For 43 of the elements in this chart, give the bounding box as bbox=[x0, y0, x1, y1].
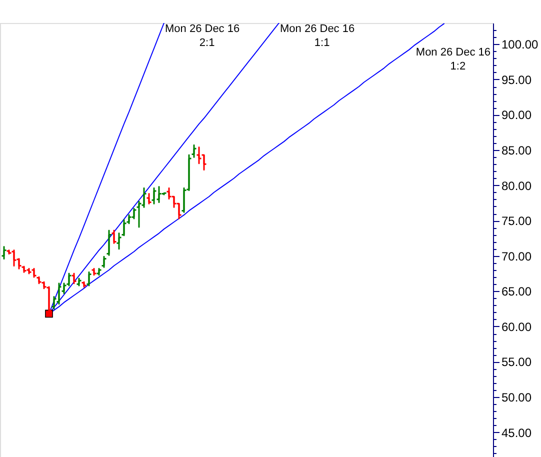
candlestick bbox=[111, 230, 117, 244]
candlestick bbox=[141, 187, 147, 208]
candlestick bbox=[101, 256, 107, 268]
candlestick bbox=[96, 268, 102, 276]
annotation: Mon 26 Dec 16 bbox=[416, 46, 491, 58]
candlestick bbox=[91, 268, 97, 276]
y-tick-label: 65.00 bbox=[502, 284, 532, 299]
candlestick bbox=[191, 144, 197, 158]
candlestick bbox=[106, 230, 112, 256]
candlestick bbox=[201, 154, 207, 171]
y-tick-label: 90.00 bbox=[502, 108, 532, 122]
candlestick bbox=[136, 200, 142, 228]
candlestick bbox=[1, 246, 7, 260]
candlestick bbox=[81, 281, 87, 288]
y-tick-label: 60.00 bbox=[502, 320, 532, 334]
y-tick-label: 100.00 bbox=[502, 38, 539, 52]
y-tick-label: 45.00 bbox=[502, 426, 532, 440]
candlestick bbox=[151, 187, 157, 204]
y-tick-label: 75.00 bbox=[502, 214, 532, 228]
candlestick bbox=[196, 146, 202, 164]
annotation: Mon 26 Dec 16 bbox=[280, 23, 355, 35]
text: 1:1 bbox=[314, 37, 330, 49]
candlestick bbox=[66, 272, 72, 286]
candlestick bbox=[86, 271, 92, 286]
candlestick bbox=[61, 282, 67, 294]
y-tick-label: 80.00 bbox=[502, 178, 532, 193]
y-tick-label: 55.00 bbox=[502, 355, 532, 370]
y-tick-label: 70.00 bbox=[502, 249, 532, 264]
candlestick bbox=[116, 232, 122, 250]
candlestick bbox=[51, 296, 57, 310]
candlestick bbox=[26, 268, 32, 274]
annotation: Mon 26 Dec 16 bbox=[165, 23, 240, 35]
candlestick bbox=[146, 193, 152, 204]
y-tick-label: 85.00 bbox=[502, 144, 532, 158]
candlestick bbox=[76, 278, 82, 286]
text: 2:1 bbox=[199, 37, 215, 49]
text: 1:2 bbox=[450, 60, 466, 72]
candlestick bbox=[31, 268, 37, 278]
y-tick-label: 50.00 bbox=[502, 390, 532, 405]
candlestick bbox=[6, 249, 12, 255]
candlestick bbox=[71, 272, 77, 284]
y-tick-label: 95.00 bbox=[502, 72, 532, 87]
candlestick bbox=[56, 282, 62, 305]
